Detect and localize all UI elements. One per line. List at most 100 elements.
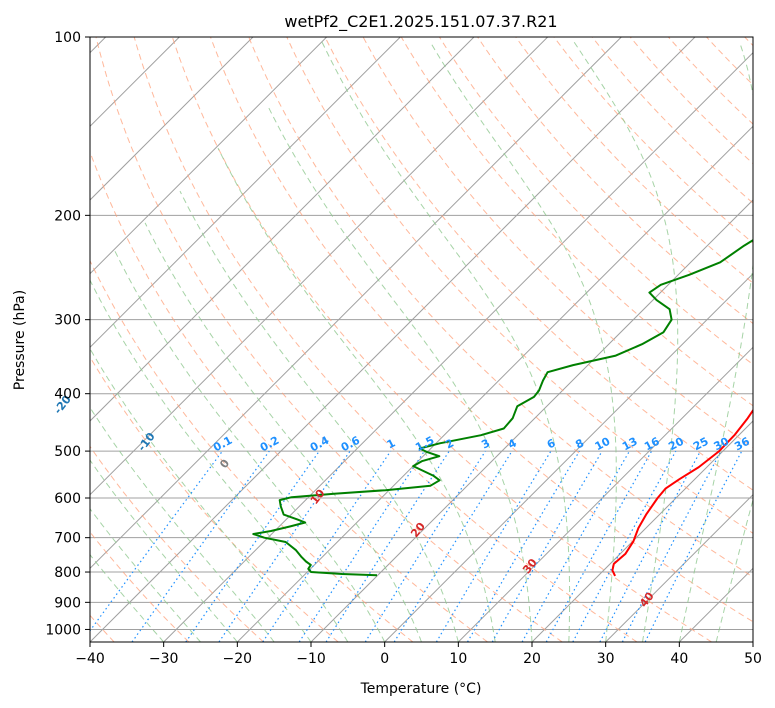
dry-adiabat-line: [400, 37, 753, 407]
temperature-line: [611, 408, 753, 577]
mixing-ratio-label: 10: [593, 434, 613, 453]
mixing-ratio-label: 16: [642, 435, 662, 454]
dry-adiabat-line: [248, 37, 753, 578]
mixing-ratio-line: [393, 450, 513, 642]
plot-frame: [89, 36, 754, 643]
moist-adiabat-line: [114, 251, 386, 642]
isotherm-line: [678, 567, 753, 642]
mixing-ratio-label: 20: [666, 434, 686, 453]
dry-adiabat-line: [95, 37, 563, 642]
isotherm-line: [457, 346, 753, 642]
moist-adiabat-line: [573, 41, 679, 642]
dry-adiabat-line: [744, 37, 753, 47]
y-tick-label: 300: [54, 313, 81, 329]
isotherm-line: [90, 37, 696, 642]
mixing-ratio-line: [435, 450, 552, 642]
mixing-ratio-labels: 0.1 0.2 0.4 0.6 1 1.5 2 3 4 6 8 10 13 16 20 25 30 36: [211, 434, 752, 455]
mixing-ratio-line: [218, 450, 351, 642]
dry-adiabat-line: [553, 37, 753, 244]
x-tick-label: 50: [744, 651, 762, 667]
y-tick-label: 600: [54, 491, 81, 507]
isotherm-line: [605, 493, 753, 642]
x-tick-label: 40: [670, 651, 688, 667]
mixing-ratio-label: 3: [479, 436, 492, 451]
y-tick-label: 100: [54, 30, 81, 46]
chart-title: wetPf2_C2E1.2025.151.07.37.R21: [284, 12, 557, 32]
y-tick-label: 400: [54, 387, 81, 403]
x-tick-label: −40: [75, 651, 105, 667]
isotherm-line: [236, 125, 753, 642]
dry-adiabat-line: [171, 37, 712, 642]
isotherm-line: [90, 37, 254, 201]
mixing-ratio-line: [90, 450, 223, 632]
dry-adiabat-line: [706, 37, 753, 86]
isotherm-line: [90, 37, 328, 275]
y-tick-label: 700: [54, 531, 81, 547]
dry-adiabat-line: [438, 37, 753, 365]
isotherm-line: [90, 37, 549, 496]
isotherm-line: [384, 272, 753, 642]
moist-adiabat-line: [179, 190, 459, 642]
mixing-ratio-label: 30: [712, 435, 732, 454]
moist-adiabat-line: [90, 406, 275, 642]
y-axis-label: Pressure (hPa): [12, 290, 28, 390]
mixing-ratio-line: [599, 450, 702, 642]
mixing-ratio-label: 8: [573, 436, 586, 451]
dry-adiabat-line: [668, 37, 753, 125]
dry-adiabat-line: [90, 445, 264, 642]
dry-adiabat-line: [90, 150, 488, 642]
x-tick-label: 30: [597, 651, 615, 667]
x-tick-label: 20: [523, 651, 541, 667]
moist-adiabat-line: [429, 41, 617, 642]
mixing-ratio-line: [298, 450, 425, 642]
x-axis-ticks: −40 −30 −20 −10 0 10 20 30 40 50: [75, 642, 762, 667]
dewpoint-line: [252, 239, 753, 577]
mixing-ratio-label: 25: [691, 435, 711, 454]
moist-adiabat-line: [678, 41, 753, 642]
moist-adiabat-line: [90, 507, 201, 642]
dry-adiabat-line: [362, 37, 753, 449]
mixing-ratio-line: [644, 450, 743, 642]
dry-adiabat-line: [210, 37, 753, 623]
isotherm-line: [90, 37, 622, 570]
dry-adiabat-line: [133, 37, 638, 642]
mixing-ratio-line: [325, 450, 450, 642]
moist-adiabat-line: [217, 147, 496, 642]
dry-adiabat-line: [324, 37, 753, 491]
dry-adiabat-label: 40: [637, 589, 657, 609]
x-tick-label: 10: [449, 651, 467, 667]
x-axis-label: Temperature (°C): [360, 681, 482, 697]
moist-adiabat-line: [90, 459, 238, 642]
mixing-ratio-line: [185, 450, 320, 642]
sounding-lines: [252, 239, 753, 577]
x-tick-label: −20: [223, 651, 253, 667]
x-tick-label: −30: [149, 651, 179, 667]
x-tick-label: −10: [296, 651, 326, 667]
y-tick-label: 1000: [45, 622, 81, 638]
dry-adiabat-line: [629, 37, 753, 165]
moist-adiabat-line: [90, 279, 349, 642]
moist-adiabat-line: [144, 222, 422, 642]
dry-adiabat-label: 0: [217, 457, 232, 471]
dry-adiabat-line: [90, 259, 414, 642]
mixing-ratio-label: 1: [385, 436, 398, 451]
dry-adiabat-line: [591, 37, 753, 204]
y-tick-label: 900: [54, 595, 81, 611]
isotherm-line: [90, 37, 401, 349]
dry-adiabat-line: [477, 37, 753, 325]
mixing-ratio-label: 4: [506, 436, 519, 451]
mixing-ratio-line: [545, 450, 653, 642]
dry-adiabat-label: 20: [408, 520, 428, 540]
x-tick-label: 0: [380, 651, 389, 667]
dry-adiabat-line: [90, 356, 339, 642]
mixing-ratio-line: [521, 450, 631, 642]
mixing-ratio-line: [572, 450, 677, 642]
dry-adiabat-label: -10: [135, 430, 158, 454]
y-axis-ticks: 100 200 300 400 500 600 700 800 900 1000: [45, 30, 90, 638]
y-tick-label: 500: [54, 444, 81, 460]
moist-adiabat-line: [90, 553, 165, 642]
moist-adiabat-line: [715, 498, 753, 642]
y-tick-label: 200: [54, 208, 81, 224]
isotherm-line: [90, 37, 475, 422]
